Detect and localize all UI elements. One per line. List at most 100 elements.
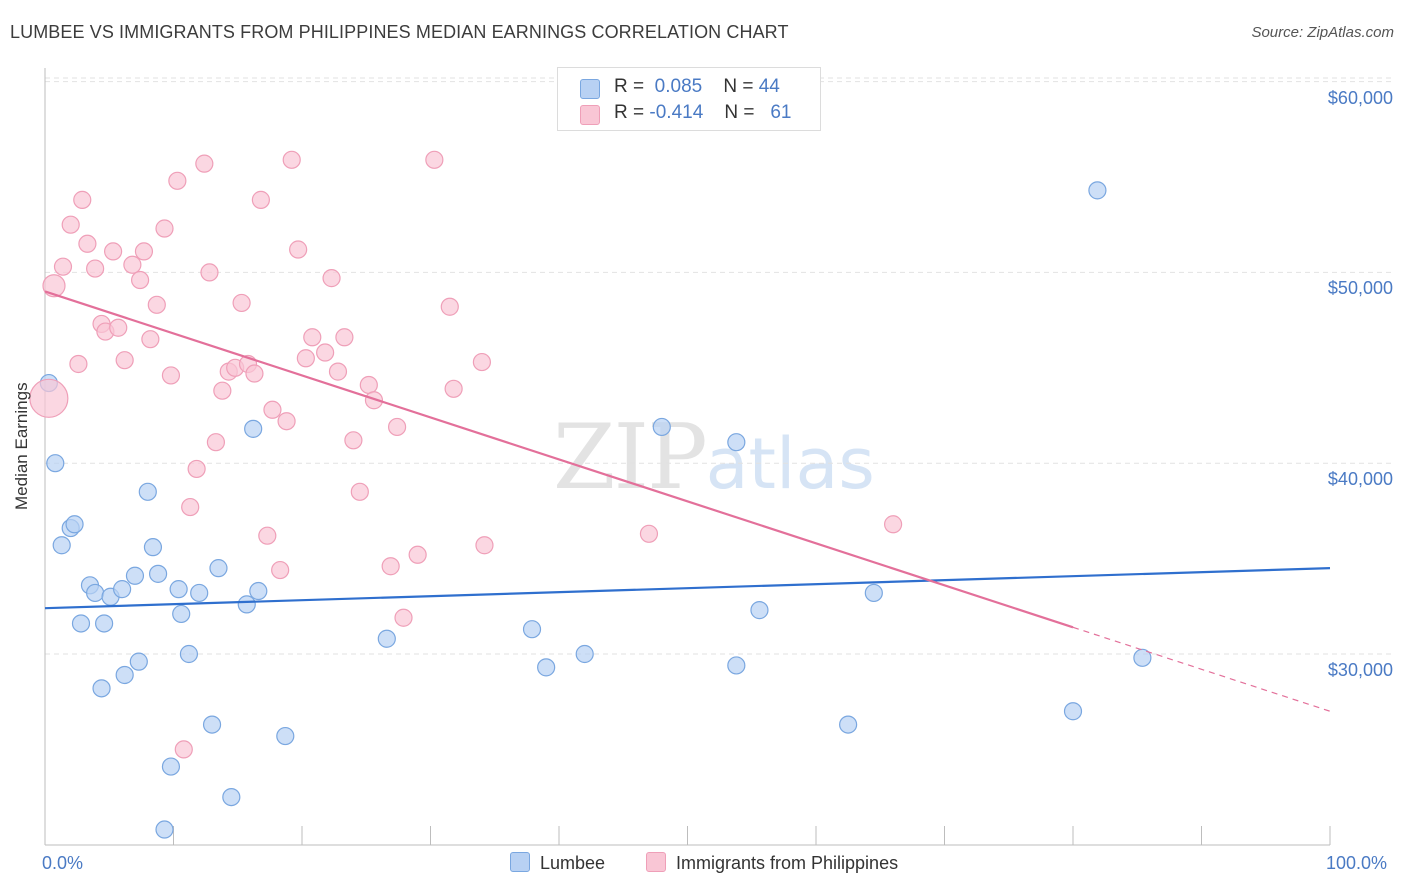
philippines-trend-extension <box>1072 626 1331 712</box>
lumbee-point-28 <box>244 419 263 438</box>
philippines-point-19 <box>161 366 181 385</box>
bottom-legend-lumbee: Lumbee <box>510 852 605 874</box>
philippines-point-11 <box>109 318 128 337</box>
lumbee-point-25 <box>209 559 228 578</box>
lumbee-point-40 <box>864 583 883 603</box>
philippines-point-24 <box>195 154 214 173</box>
phil-n-label: N = <box>724 102 755 123</box>
lumbee-point-38 <box>750 601 769 620</box>
philippines-point-54 <box>425 150 444 169</box>
philippines-point-52 <box>394 608 413 627</box>
y-tick-label-40000: $40,000 <box>1327 469 1393 489</box>
philippines-point-40 <box>296 349 315 368</box>
bottom-legend-philippines: Immigrants from Philippines <box>646 852 898 874</box>
lumbee-point-12 <box>115 665 134 685</box>
lumbee-point-27 <box>237 595 256 614</box>
philippines-trend-line <box>44 290 1074 629</box>
philippines-point-45 <box>335 328 354 347</box>
phil-r-label: R = <box>614 102 645 123</box>
philippines-point-20 <box>168 171 187 190</box>
lumbee-point-13 <box>125 566 145 585</box>
lumbee-point-16 <box>143 538 163 557</box>
bottom-philippines-swatch <box>646 852 666 872</box>
chart-source: Source: ZipAtlas.com <box>1251 24 1394 41</box>
lumbee-point-39 <box>839 715 858 734</box>
lumbee-point-8 <box>92 679 111 698</box>
lumbee-point-33 <box>537 658 556 677</box>
lumbee-point-9 <box>95 614 114 633</box>
lumbee-point-7 <box>86 583 105 603</box>
philippines-point-57 <box>472 352 491 372</box>
y-axis-title: Median Earnings <box>12 382 31 510</box>
lumbee-r-value: 0.085 <box>654 76 703 97</box>
lumbee-point-41 <box>1063 702 1083 721</box>
philippines-point-30 <box>232 293 251 313</box>
philippines-point-48 <box>359 375 378 395</box>
lumbee-point-23 <box>190 583 209 603</box>
lumbee-point-34 <box>575 644 594 664</box>
philippines-point-53 <box>408 545 427 564</box>
lumbee-point-29 <box>249 581 268 601</box>
lumbee-point-21 <box>172 604 191 624</box>
philippines-point-50 <box>381 557 400 576</box>
lumbee-point-2 <box>52 536 71 555</box>
philippines-point-27 <box>213 381 232 400</box>
philippines-point-44 <box>328 362 348 381</box>
philippines-point-3 <box>61 215 80 234</box>
philippines-point-16 <box>141 330 160 349</box>
philippines-point-5 <box>73 190 92 209</box>
philippines-swatch <box>580 105 600 125</box>
philippines-point-17 <box>147 295 166 314</box>
lumbee-point-17 <box>148 564 168 583</box>
lumbee-n-value: 44 <box>758 76 780 97</box>
lumbee-point-32 <box>522 620 542 639</box>
y-tick-label-60000: $60,000 <box>1327 88 1393 108</box>
lumbee-point-5 <box>71 614 91 633</box>
philippines-point-22 <box>181 497 200 517</box>
philippines-point-59 <box>639 524 659 543</box>
lumbee-point-31 <box>377 629 396 648</box>
watermark-zip: ZIP <box>553 405 708 510</box>
lumbee-n-label: N = <box>723 76 754 97</box>
philippines-point-21 <box>174 740 193 759</box>
lumbee-point-24 <box>202 715 222 734</box>
lumbee-point-37 <box>727 656 746 675</box>
philippines-point-15 <box>134 242 154 261</box>
philippines-point-33 <box>251 190 270 209</box>
lumbee-point-30 <box>276 726 295 746</box>
lumbee-point-22 <box>179 644 199 664</box>
philippines-point-41 <box>303 328 322 347</box>
chart-title: LUMBEE VS IMMIGRANTS FROM PHILIPPINES ME… <box>10 22 789 42</box>
lumbee-point-19 <box>161 757 181 776</box>
lumbee-point-26 <box>222 787 241 807</box>
lumbee-point-18 <box>155 820 174 839</box>
stats-legend: R = 0.085 N = 44 R = -0.414 N = 61 <box>557 67 821 131</box>
lumbee-r-label: R = <box>614 76 645 97</box>
lumbee-point-15 <box>138 482 157 501</box>
philippines-point-51 <box>387 417 407 437</box>
lumbee-trend-line <box>44 567 1331 610</box>
philippines-point-55 <box>440 297 459 316</box>
y-tick-label-50000: $50,000 <box>1327 278 1393 298</box>
philippines-point-25 <box>200 263 219 282</box>
philippines-point-38 <box>282 150 301 169</box>
bottom-lumbee-label: Lumbee <box>540 853 606 873</box>
y-tick-label-30000: $30,000 <box>1327 660 1393 680</box>
x-tick-label-min: 0.0% <box>42 853 84 873</box>
philippines-point-36 <box>271 560 290 580</box>
phil-r-value: -0.414 <box>649 102 704 123</box>
philippines-point-47 <box>350 482 369 501</box>
philippines-point-0 <box>29 378 69 418</box>
philippines-point-26 <box>206 433 226 452</box>
philippines-point-10 <box>104 242 123 261</box>
philippines-point-4 <box>69 354 88 374</box>
philippines-point-12 <box>115 351 134 370</box>
philippines-point-23 <box>187 459 206 479</box>
lumbee-point-43 <box>1133 648 1152 667</box>
philippines-point-39 <box>289 240 308 259</box>
philippines-point-49 <box>364 391 384 410</box>
lumbee-point-14 <box>129 652 148 671</box>
lumbee-point-42 <box>1088 181 1107 200</box>
philippines-point-1 <box>42 274 66 298</box>
